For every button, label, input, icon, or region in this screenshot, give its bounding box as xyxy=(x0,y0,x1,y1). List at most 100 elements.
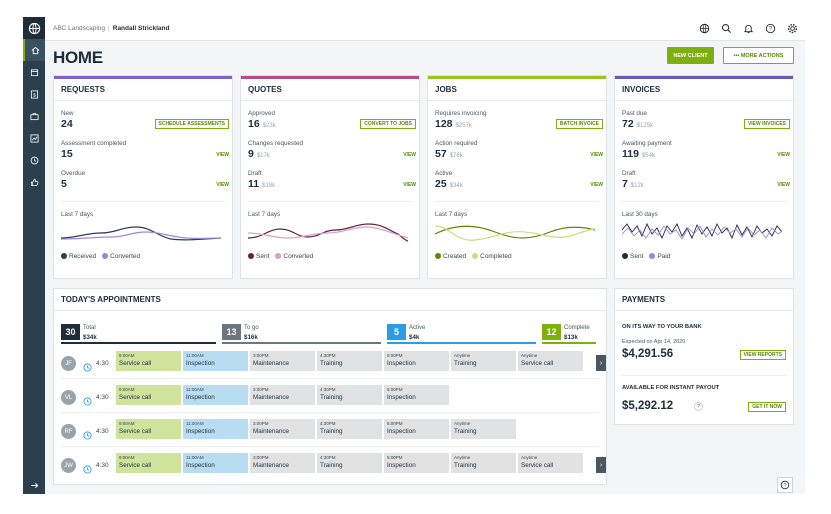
invoices-divider xyxy=(622,201,786,202)
visit-block[interactable]: 11:00AM Inspection xyxy=(183,419,249,439)
visit-block[interactable]: 9:00AM Service call xyxy=(116,419,182,439)
visit-block[interactable]: 5:00PM Inspection xyxy=(384,419,450,439)
visit-block[interactable]: 5:00PM Inspection xyxy=(384,453,450,473)
scroll-right-button[interactable]: › xyxy=(596,457,606,473)
visit-block[interactable]: Anytime Training xyxy=(451,419,517,439)
visit-block[interactable]: Anytime Service call xyxy=(518,453,584,473)
info-icon[interactable]: ? xyxy=(694,402,703,411)
scroll-right-button[interactable]: › xyxy=(596,355,606,371)
batch-invoice-button[interactable]: BATCH INVOICE xyxy=(555,119,603,129)
visit-block[interactable]: Anytime Training xyxy=(451,351,517,371)
sidebar-item-marketing[interactable] xyxy=(23,171,45,193)
summary-complete[interactable]: 12 Complete $13k xyxy=(542,324,590,343)
payments-title: PAYMENTS xyxy=(615,289,793,311)
convert-to-jobs-button[interactable]: CONVERT TO JOBS xyxy=(360,119,416,129)
gear-icon[interactable] xyxy=(787,23,798,34)
instant-amount: $5,292.12 xyxy=(622,400,674,412)
visit-block[interactable]: 11:00AM Inspection xyxy=(183,351,249,371)
svg-text:?: ? xyxy=(769,27,773,33)
view-link[interactable]: VIEW xyxy=(216,182,229,188)
quotes-title[interactable]: QUOTES xyxy=(241,79,419,101)
view-link[interactable]: VIEW xyxy=(403,182,416,188)
visit-block[interactable]: 3:00PM Maintenance xyxy=(250,351,316,371)
view-link[interactable]: VIEW xyxy=(590,152,603,158)
stat-count: 119 xyxy=(622,148,639,160)
visit-block[interactable]: 11:00AM Inspection xyxy=(183,453,249,473)
invoices-stat: Draft 7 $12k VIEW xyxy=(622,170,790,198)
schedule-assessments-button[interactable]: SCHEDULE ASSESSMENTS xyxy=(154,119,229,129)
requests-title[interactable]: REQUESTS xyxy=(54,79,232,101)
summary-active[interactable]: 5 Active $4k xyxy=(387,324,425,343)
invoices-title[interactable]: INVOICES xyxy=(615,79,793,101)
sidebar-item-jobs[interactable] xyxy=(23,105,45,127)
payments-divider xyxy=(622,375,786,376)
scheduled-hours: 4:30 xyxy=(96,360,109,367)
avatar[interactable]: JF xyxy=(61,356,76,371)
appointment-row: JW 4:30 9:00AM Service call 11:00AM Inspectio… xyxy=(61,451,606,477)
help-icon[interactable]: ? xyxy=(765,23,776,34)
visit-name: Training xyxy=(320,394,343,401)
summary-text: To go $16k xyxy=(244,324,259,343)
sparkline-series-2 xyxy=(248,226,408,239)
collapse-sidebar-button[interactable] xyxy=(23,481,45,490)
stat-value: 16 $23k xyxy=(248,118,416,130)
summary-amount: $16k xyxy=(244,334,258,341)
visit-block[interactable]: 4:30PM Training xyxy=(317,419,383,439)
user-name[interactable]: Randall Strickland xyxy=(112,25,170,32)
summary-to-go[interactable]: 13 To go $16k xyxy=(222,324,259,343)
avatar[interactable]: RF xyxy=(61,424,76,439)
view-invoices-button[interactable]: VIEW INVOICES xyxy=(743,119,790,129)
visit-block[interactable]: 4:30PM Training xyxy=(317,351,383,371)
appointment-row: JF 4:30 9:00AM Service call 11:00AM Inspectio… xyxy=(61,349,606,375)
visit-block[interactable]: 11:00AM Inspection xyxy=(183,385,249,405)
visit-block[interactable]: Anytime Training xyxy=(451,453,517,473)
view-link[interactable]: VIEW xyxy=(403,152,416,158)
get-it-now-button[interactable]: GET IT NOW xyxy=(748,402,786,412)
search-icon[interactable] xyxy=(721,23,732,34)
view-link[interactable]: VIEW xyxy=(777,152,790,158)
sidebar-item-timesheets[interactable] xyxy=(23,149,45,171)
globe-icon[interactable] xyxy=(699,23,710,34)
visit-block[interactable]: 4:30PM Training xyxy=(317,453,383,473)
bell-icon[interactable] xyxy=(743,23,754,34)
visit-block[interactable]: 5:00PM Inspection xyxy=(384,351,450,371)
invoices-accent-bar xyxy=(615,76,793,79)
visit-name: Maintenance xyxy=(253,428,290,435)
sidebar-item-home[interactable] xyxy=(23,39,45,61)
visit-block[interactable]: Anytime Service call xyxy=(518,351,584,371)
stat-label: Awaiting payment xyxy=(622,140,672,147)
visit-time: Anytime xyxy=(454,421,471,426)
sidebar-item-calendar[interactable] xyxy=(23,61,45,83)
visit-name: Service call xyxy=(521,360,554,367)
avatar[interactable]: JW xyxy=(61,458,76,473)
visit-block[interactable]: 4:30PM Training xyxy=(317,385,383,405)
view-link[interactable]: VIEW xyxy=(216,152,229,158)
summary-underline xyxy=(542,342,596,344)
visit-block[interactable]: 3:00PM Maintenance xyxy=(250,453,316,473)
requests-divider xyxy=(61,201,225,202)
view-link[interactable]: VIEW xyxy=(590,182,603,188)
avatar[interactable]: VL xyxy=(61,390,76,405)
sidebar-item-reports[interactable] xyxy=(23,127,45,149)
globe-logo-icon[interactable] xyxy=(23,17,45,39)
sparkline-series-2 xyxy=(435,225,595,241)
visit-block[interactable]: 5:00PM Inspection xyxy=(384,385,450,405)
visit-block[interactable]: 3:00PM Maintenance xyxy=(250,385,316,405)
view-reports-button[interactable]: VIEW REPORTS xyxy=(739,350,786,360)
legend-label: Sent xyxy=(256,253,270,260)
jobs-title[interactable]: JOBS xyxy=(428,79,606,101)
visit-block[interactable]: 9:00AM Service call xyxy=(116,385,182,405)
invoices-stat: Past due 72 $125k VIEW INVOICES xyxy=(622,110,790,138)
visit-block[interactable]: 9:00AM Service call xyxy=(116,453,182,473)
summary-total[interactable]: 30 Total $34k xyxy=(61,324,97,343)
visit-time: 11:00AM xyxy=(186,421,204,426)
view-link[interactable]: VIEW xyxy=(777,182,790,188)
visit-block[interactable]: 3:00PM Maintenance xyxy=(250,419,316,439)
help-button[interactable]: ? xyxy=(777,477,793,493)
requests-accent-bar xyxy=(54,76,232,79)
company-name[interactable]: ABC Landscaping xyxy=(53,25,106,32)
sidebar-item-billing[interactable]: $ xyxy=(23,83,45,105)
visit-block[interactable]: 9:00AM Service call xyxy=(116,351,182,371)
new-client-button[interactable]: NEW CLIENT xyxy=(667,47,714,64)
more-actions-button[interactable]: ••• MORE ACTIONS xyxy=(723,47,794,64)
